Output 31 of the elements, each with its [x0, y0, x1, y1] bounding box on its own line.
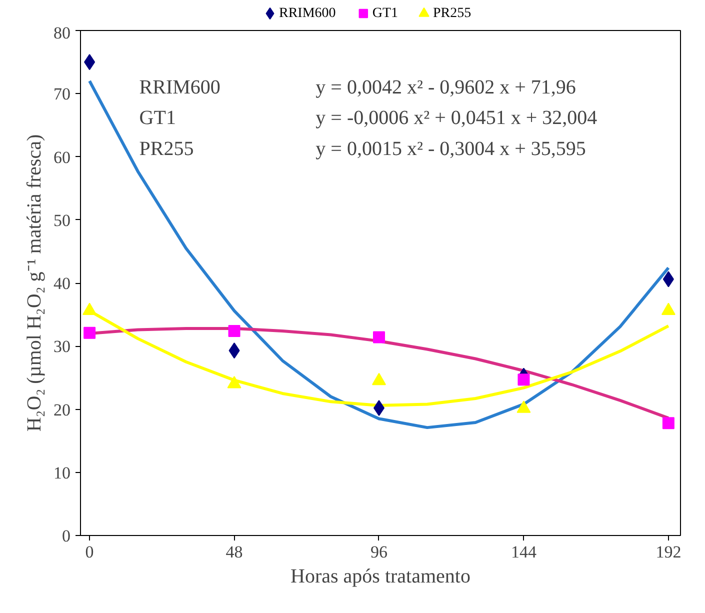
point — [84, 326, 96, 339]
x-tick-label: 48 — [226, 542, 243, 562]
annotation: PR255 — [139, 138, 194, 160]
y-tick-label: 60 — [54, 148, 70, 167]
point — [372, 331, 385, 344]
x-tick-label: 144 — [510, 542, 537, 562]
x-tick-label: 96 — [370, 542, 388, 562]
y-tick-label: 80 — [54, 24, 70, 42]
annotation: RRIM600 — [139, 76, 220, 98]
x-axis-title: Horas após tratamento — [290, 566, 470, 588]
y-tick-label: 50 — [54, 210, 70, 230]
x-tick-label: 0 — [85, 542, 94, 562]
annotation: GT1 — [139, 107, 176, 130]
legend-label: PR255 — [433, 6, 472, 21]
point — [228, 324, 240, 337]
y-tick-label: 70 — [54, 84, 70, 104]
y-tick-label: 10 — [54, 463, 70, 482]
y-axis-title: H₂O₂ (µmol H₂O₂ g⁻¹ matéria fresca) — [24, 134, 46, 432]
annotation: y = -0,0006 x² + 0,0451 x + 32,004 — [316, 107, 598, 130]
point — [518, 374, 530, 386]
y-tick-label: 30 — [54, 337, 70, 356]
point — [662, 417, 674, 430]
y-tick-label: 0 — [62, 526, 70, 546]
y-tick-label: 40 — [54, 274, 70, 293]
legend-label: RRIM600 — [279, 6, 336, 21]
x-tick-label: 192 — [656, 542, 682, 562]
annotation: y = 0,0015 x² - 0,3004 x + 35,595 — [316, 138, 586, 160]
legend-label: GT1 — [372, 6, 398, 21]
line-series — [88, 80, 670, 430]
annotation: y = 0,0042 x² - 0,9602 x + 71,96 — [316, 76, 576, 98]
y-tick-label: 20 — [54, 400, 70, 420]
